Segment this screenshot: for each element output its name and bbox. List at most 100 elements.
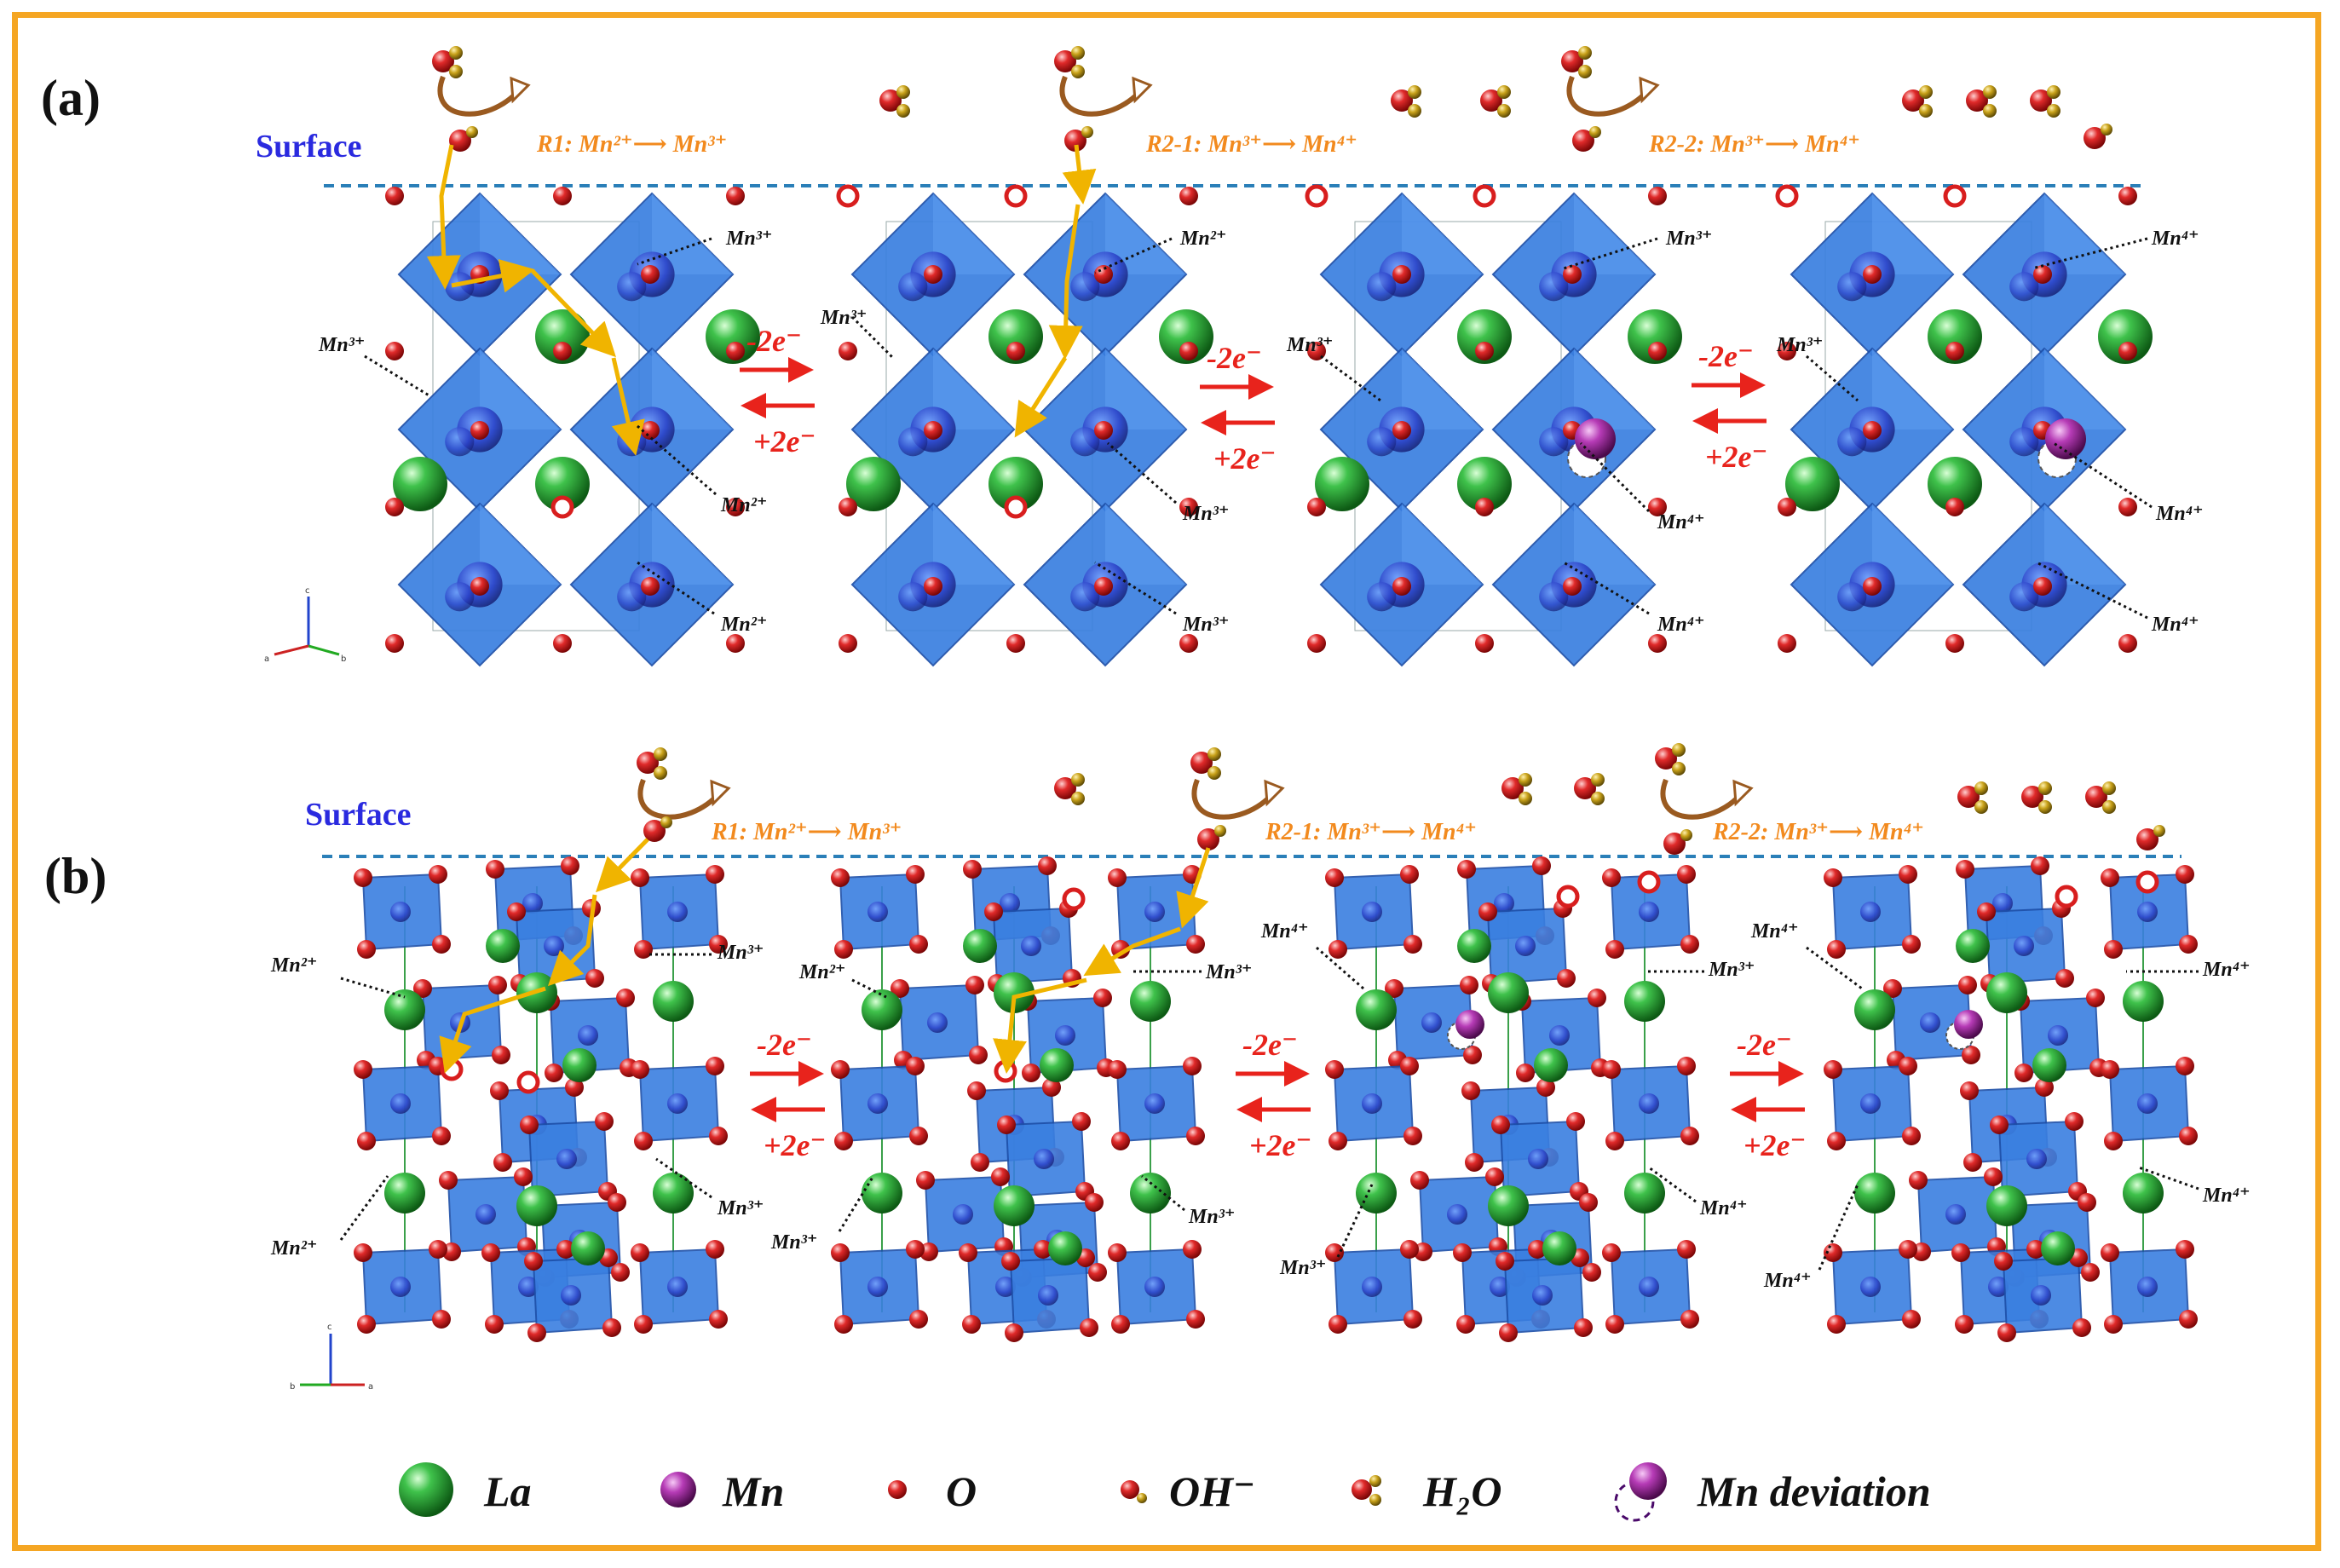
o-atom <box>2104 1315 2123 1334</box>
mn-center <box>1144 1093 1165 1114</box>
o-atom <box>1536 1078 1555 1097</box>
o-atom <box>1963 1153 1982 1172</box>
electron-transfer-arrows: -2e⁻ +2e⁻ -2e⁻ +2e⁻ -2e⁻ +2e⁻ -2e⁻ +2e⁻ -2e⁻ +2e⁻… <box>740 324 1807 1162</box>
label-leader <box>850 315 895 360</box>
mn-center <box>390 1277 411 1297</box>
o-atom <box>354 1243 372 1262</box>
oh-molecule <box>1572 126 1601 152</box>
mn-valence-label: Mn³⁺ <box>717 942 764 964</box>
o-atom <box>1602 1243 1621 1262</box>
legend-mn-symbol <box>660 1472 696 1507</box>
mn-center <box>1144 902 1165 922</box>
mn-center <box>2014 936 2034 956</box>
o-atom <box>643 820 666 842</box>
la-atom <box>535 457 590 511</box>
octahedron-face <box>2044 193 2125 274</box>
o-atom <box>553 187 572 205</box>
label-leader <box>340 977 406 999</box>
o-atom <box>924 577 942 596</box>
o-atom <box>1093 989 1112 1007</box>
h2o-molecule <box>1054 773 1085 805</box>
o-atom <box>906 1240 925 1259</box>
o-atom <box>1956 860 1974 879</box>
mn-center <box>1992 893 2013 914</box>
h2o-molecule <box>1655 743 1686 775</box>
octahedron-face <box>652 349 733 429</box>
oxygen-vacancy <box>550 495 574 519</box>
o-atom <box>631 1060 649 1079</box>
curved-arrow-head <box>510 76 531 104</box>
h-atom <box>2153 825 2165 837</box>
o-atom <box>608 1193 626 1212</box>
o-atom <box>1385 979 1403 998</box>
o-atom <box>545 1064 563 1082</box>
electron-transfer-pair: -2e⁻ +2e⁻ <box>1730 1028 1807 1162</box>
o-atom <box>706 865 724 884</box>
o-atom <box>1945 498 1964 516</box>
o-atom <box>488 976 507 994</box>
la-atom <box>1928 309 1982 364</box>
migration-arrow <box>1048 204 1083 360</box>
curved-arrow-head <box>1639 76 1660 104</box>
h2o-molecule <box>2030 85 2060 118</box>
migration-arrow <box>547 894 597 987</box>
la-atom <box>1854 989 1895 1030</box>
la-atom <box>1534 1048 1568 1082</box>
mn-center <box>1639 1093 1659 1114</box>
o-atom <box>1648 634 1667 653</box>
mn-center <box>667 1093 688 1114</box>
migration-arrow <box>611 357 645 456</box>
o-atom <box>1325 1243 1344 1262</box>
o-atom <box>429 1240 447 1259</box>
o-atom <box>1475 342 1494 360</box>
o-atom <box>1108 1243 1127 1262</box>
o-atom <box>1179 342 1198 360</box>
mn-valence-label: Mn²⁺ <box>1179 228 1227 250</box>
octahedron-face <box>652 193 733 274</box>
mn-orbital <box>445 582 475 612</box>
oxygen-vacancy <box>1473 184 1496 208</box>
mn-valence-label: Mn³⁺ <box>725 228 773 250</box>
o-atom <box>1655 747 1677 770</box>
h-atom <box>1919 85 1933 99</box>
curved-arrow-head <box>710 779 731 807</box>
migration-arrow <box>993 977 1087 1074</box>
label-leader <box>2138 1166 2199 1190</box>
octahedron-face <box>2044 349 2125 429</box>
o-atom <box>385 187 404 205</box>
o-atom <box>2104 940 2123 959</box>
la-atom <box>2098 309 2153 364</box>
panel-b-reaction-r2-2: R2-2: Mn³⁺⟶ Mn⁴⁺ <box>1712 819 1924 845</box>
mn-orbital <box>1070 582 1100 612</box>
octahedron-face <box>1872 349 1953 429</box>
mn-valence-label: Mn³⁺ <box>1182 503 1230 525</box>
surface-molecules <box>432 46 2165 855</box>
mn-center <box>1988 1277 2009 1297</box>
svg-text:b: b <box>341 654 346 664</box>
o-atom <box>385 498 404 516</box>
o-atom <box>357 940 376 959</box>
la-atom <box>2123 1173 2164 1213</box>
la-atom <box>1488 972 1529 1013</box>
o-atom <box>1899 1057 1917 1075</box>
o-atom <box>1491 1115 1510 1134</box>
la-atom <box>1956 929 1990 963</box>
o-atom <box>924 421 942 440</box>
mn-center <box>667 1277 688 1297</box>
o-atom <box>1485 1167 1504 1186</box>
h-atom <box>1672 743 1686 757</box>
h-atom <box>1071 65 1085 78</box>
o-atom <box>432 935 451 954</box>
label-leader <box>1563 561 1650 615</box>
mn-center <box>1860 902 1881 922</box>
mn-valence-label: Mn³⁺ <box>1279 1257 1327 1279</box>
o-atom <box>1391 89 1413 112</box>
mn-valence-label: Mn⁴⁺ <box>2202 959 2251 981</box>
mn-center <box>1447 1204 1467 1225</box>
o-atom <box>641 421 660 440</box>
o-atom <box>2118 498 2137 516</box>
o-atom <box>1400 1240 1419 1259</box>
o-atom <box>486 860 504 879</box>
o-atom <box>1094 265 1113 284</box>
o-atom <box>1307 634 1326 653</box>
